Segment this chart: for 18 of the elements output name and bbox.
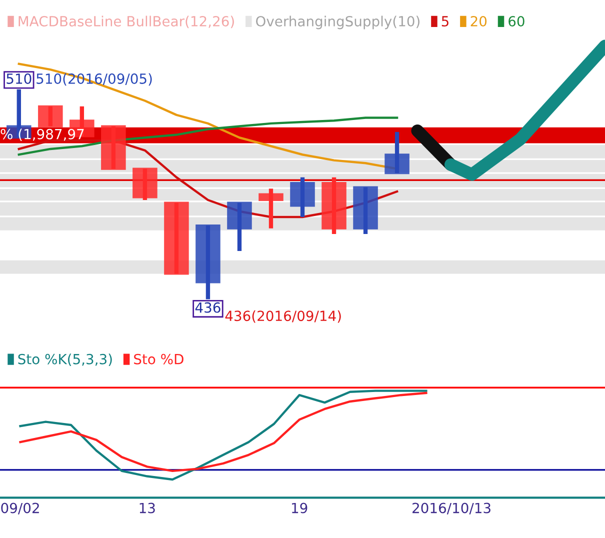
x-tick-label: 19 — [292, 502, 308, 514]
legend-label: Sto %K(5,3,3) — [18, 354, 112, 366]
candlestick — [258, 188, 284, 228]
candlestick — [290, 177, 315, 218]
candlestick — [384, 132, 410, 174]
candlestick — [38, 105, 63, 128]
legend-label: OverhangingSupply(10) — [256, 16, 420, 30]
legend-label: 60 — [508, 16, 524, 26]
x-tick-label: 13 — [140, 502, 155, 514]
legend-label: MACDBaseLine BullBear(12,26) — [18, 16, 234, 28]
annotation: 510 — [6, 73, 32, 84]
legend-label: 20 — [470, 16, 487, 26]
legend-label: 5 — [442, 16, 448, 26]
x-tick-label: 09/02 — [1, 502, 39, 514]
annotation: 436 — [195, 302, 220, 313]
legend-label: Sto %D — [134, 354, 184, 364]
text: 436(2016/09/14) — [225, 310, 341, 323]
x-tick-label: 2016/10/13 — [412, 502, 490, 514]
